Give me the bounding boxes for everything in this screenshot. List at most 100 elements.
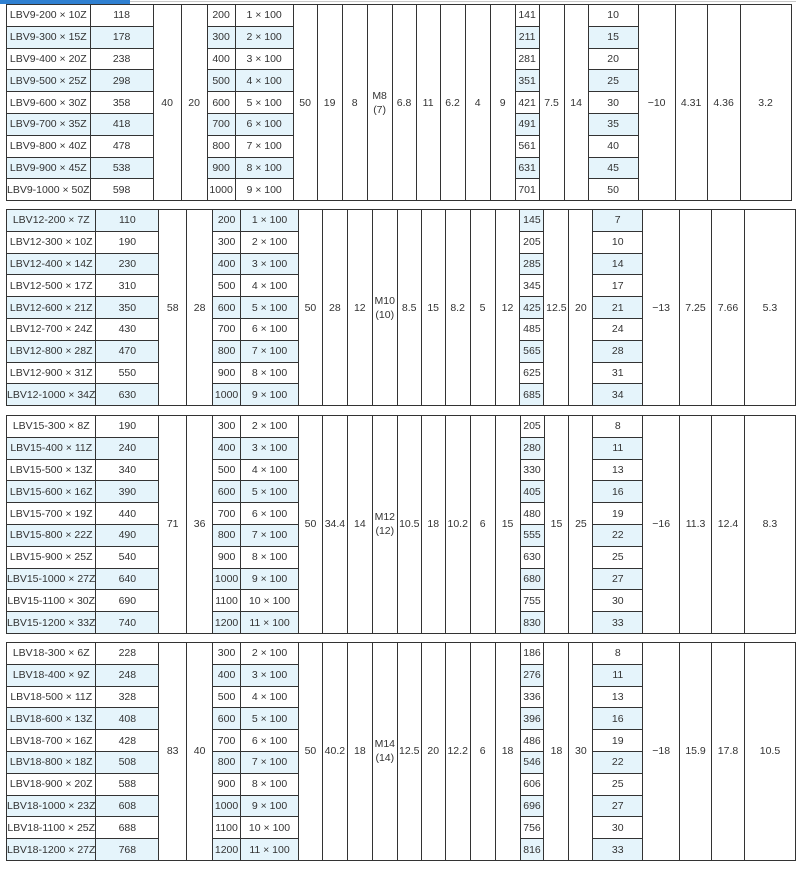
- pitch-cell: 6 × 100: [240, 502, 299, 525]
- spec-cell: 7.25: [679, 208, 712, 407]
- count-cell: 10: [587, 4, 639, 27]
- pitch-cell: 4 × 100: [234, 69, 294, 93]
- length-cell: 300: [212, 415, 242, 438]
- count-cell: 8: [592, 415, 644, 438]
- pitch-cell: 9 × 100: [234, 178, 294, 202]
- model-cell: LBV18-300 × 6Z: [5, 642, 97, 665]
- spec-table-block: LBV18-300 × 6Z 228 83 40 300 2 × 100 50 40.2 18 M…: [5, 642, 796, 861]
- count-cell: 19: [592, 502, 644, 525]
- count-cell: 25: [592, 772, 644, 796]
- spec-table-block: LBV12-200 × 7Z 110 58 28 200 1 × 100 50 28 12 M10…: [5, 208, 796, 407]
- pitch-cell: 2 × 100: [234, 25, 294, 49]
- spec-cell: −18: [642, 642, 681, 861]
- spec-cell: 50: [297, 415, 323, 634]
- weight-cell: 640: [95, 567, 160, 591]
- thread-text: M10: [374, 294, 395, 307]
- length-cell: 500: [212, 274, 242, 298]
- pitch-cell: 8 × 100: [240, 361, 299, 385]
- spec-cell: 20: [420, 642, 446, 861]
- table-row: LBV12-700 × 24Z 430 700 6 × 100 485 24: [5, 317, 796, 341]
- table-row: LBV12-400 × 14Z 230 400 3 × 100 285 14: [5, 252, 796, 276]
- table-row: LBV15-1000 × 27Z 640 1000 9 × 100 680 27: [5, 567, 796, 591]
- spec-cell: 11.3: [679, 415, 713, 634]
- length-cell: 900: [212, 772, 242, 796]
- table-row: LBV15-1200 × 33Z 740 1200 11 × 100 830 33: [5, 611, 796, 634]
- weight-cell: 688: [95, 816, 160, 840]
- pitch-cell: 6 × 100: [234, 112, 294, 136]
- length-cell: 900: [212, 545, 242, 569]
- dimension-cell: 631: [514, 156, 540, 180]
- count-cell: 33: [592, 611, 644, 634]
- model-cell: LBV18-900 × 20Z: [5, 772, 97, 796]
- count-cell: 13: [592, 458, 644, 482]
- model-cell: LBV12-1000 × 34Z: [5, 383, 97, 407]
- model-cell: LBV9-300 × 15Z: [6, 25, 91, 49]
- dimension-cell: 630: [519, 545, 545, 569]
- model-cell: LBV12-800 × 28Z: [5, 339, 97, 363]
- model-cell: LBV12-500 × 17Z: [5, 274, 97, 298]
- model-cell: LBV12-300 × 10Z: [5, 230, 97, 254]
- length-cell: 600: [212, 296, 242, 319]
- dimension-cell: 141: [514, 4, 540, 27]
- dimension-cell: 145: [519, 209, 545, 232]
- length-cell: 600: [206, 91, 236, 114]
- pitch-cell: 6 × 100: [240, 317, 299, 341]
- spec-cell: 40: [186, 642, 214, 861]
- table-row: LBV18-500 × 11Z 328 500 4 × 100 336 13: [5, 685, 796, 709]
- table-row: LBV12-1000 × 34Z 630 1000 9 × 100 685 34: [5, 383, 796, 407]
- dimension-cell: 625: [519, 361, 545, 385]
- length-cell: 300: [206, 25, 236, 49]
- table-row: LBV15-1100 × 30Z 690 1100 10 × 100 755 30: [5, 589, 796, 613]
- dimension-cell: 486: [519, 729, 545, 752]
- thread-text: M12: [374, 511, 396, 524]
- spec-cell: 30: [568, 642, 594, 861]
- spec-cell: 8.5: [396, 208, 422, 407]
- model-cell: LBV9-1000 × 50Z: [6, 178, 91, 202]
- length-cell: 1100: [212, 816, 242, 840]
- spec-cell: 15: [543, 415, 570, 634]
- length-cell: 1000: [206, 178, 236, 202]
- table-row: LBV9-600 × 30Z 358 600 5 × 100 421 30: [6, 91, 792, 114]
- length-cell: 400: [206, 47, 236, 71]
- model-cell: LBV18-1000 × 23Z: [5, 794, 97, 818]
- spec-cell: 15: [420, 208, 446, 407]
- table-row: LBV9-900 × 45Z 538 900 8 × 100 631 45: [6, 156, 792, 180]
- tab-divider: [130, 1, 796, 2]
- pitch-cell: 3 × 100: [240, 252, 299, 276]
- thread-cell: M14 (14): [371, 642, 398, 861]
- dimension-cell: 685: [519, 383, 545, 407]
- pitch-cell: 5 × 100: [240, 296, 299, 319]
- dimension-cell: 561: [514, 134, 540, 158]
- model-cell: LBV9-200 × 10Z: [6, 4, 91, 27]
- pitch-cell: 4 × 100: [240, 274, 299, 298]
- count-cell: 16: [592, 707, 644, 731]
- dimension-cell: 756: [519, 816, 545, 840]
- model-cell: LBV18-1200 × 27Z: [5, 838, 97, 861]
- spec-cell: 25: [568, 415, 594, 634]
- length-cell: 1200: [212, 838, 242, 861]
- weight-cell: 118: [89, 4, 154, 27]
- count-cell: 27: [592, 794, 644, 818]
- pitch-cell: 8 × 100: [240, 772, 299, 796]
- count-cell: 50: [587, 178, 639, 202]
- weight-cell: 428: [95, 729, 160, 752]
- weight-cell: 248: [95, 663, 160, 687]
- length-cell: 200: [212, 209, 242, 232]
- spec-cell: 9: [489, 3, 516, 202]
- length-cell: 1200: [212, 611, 242, 634]
- thread-cell: M8 (7): [366, 3, 393, 202]
- length-cell: 800: [212, 750, 242, 774]
- length-cell: 600: [212, 480, 242, 504]
- model-cell: LBV12-200 × 7Z: [5, 209, 97, 232]
- spec-cell: 20: [180, 3, 208, 202]
- table-row: LBV15-600 × 16Z 390 600 5 × 100 405 16: [5, 480, 796, 504]
- thread-text: M14: [374, 738, 396, 751]
- length-cell: 300: [212, 642, 242, 665]
- weight-cell: 550: [95, 361, 160, 385]
- dimension-cell: 205: [519, 415, 545, 438]
- dimension-cell: 276: [519, 663, 545, 687]
- spec-cell: 10.5: [743, 642, 796, 861]
- weight-cell: 240: [95, 436, 160, 460]
- length-cell: 700: [212, 502, 242, 525]
- pitch-cell: 1 × 100: [234, 4, 294, 27]
